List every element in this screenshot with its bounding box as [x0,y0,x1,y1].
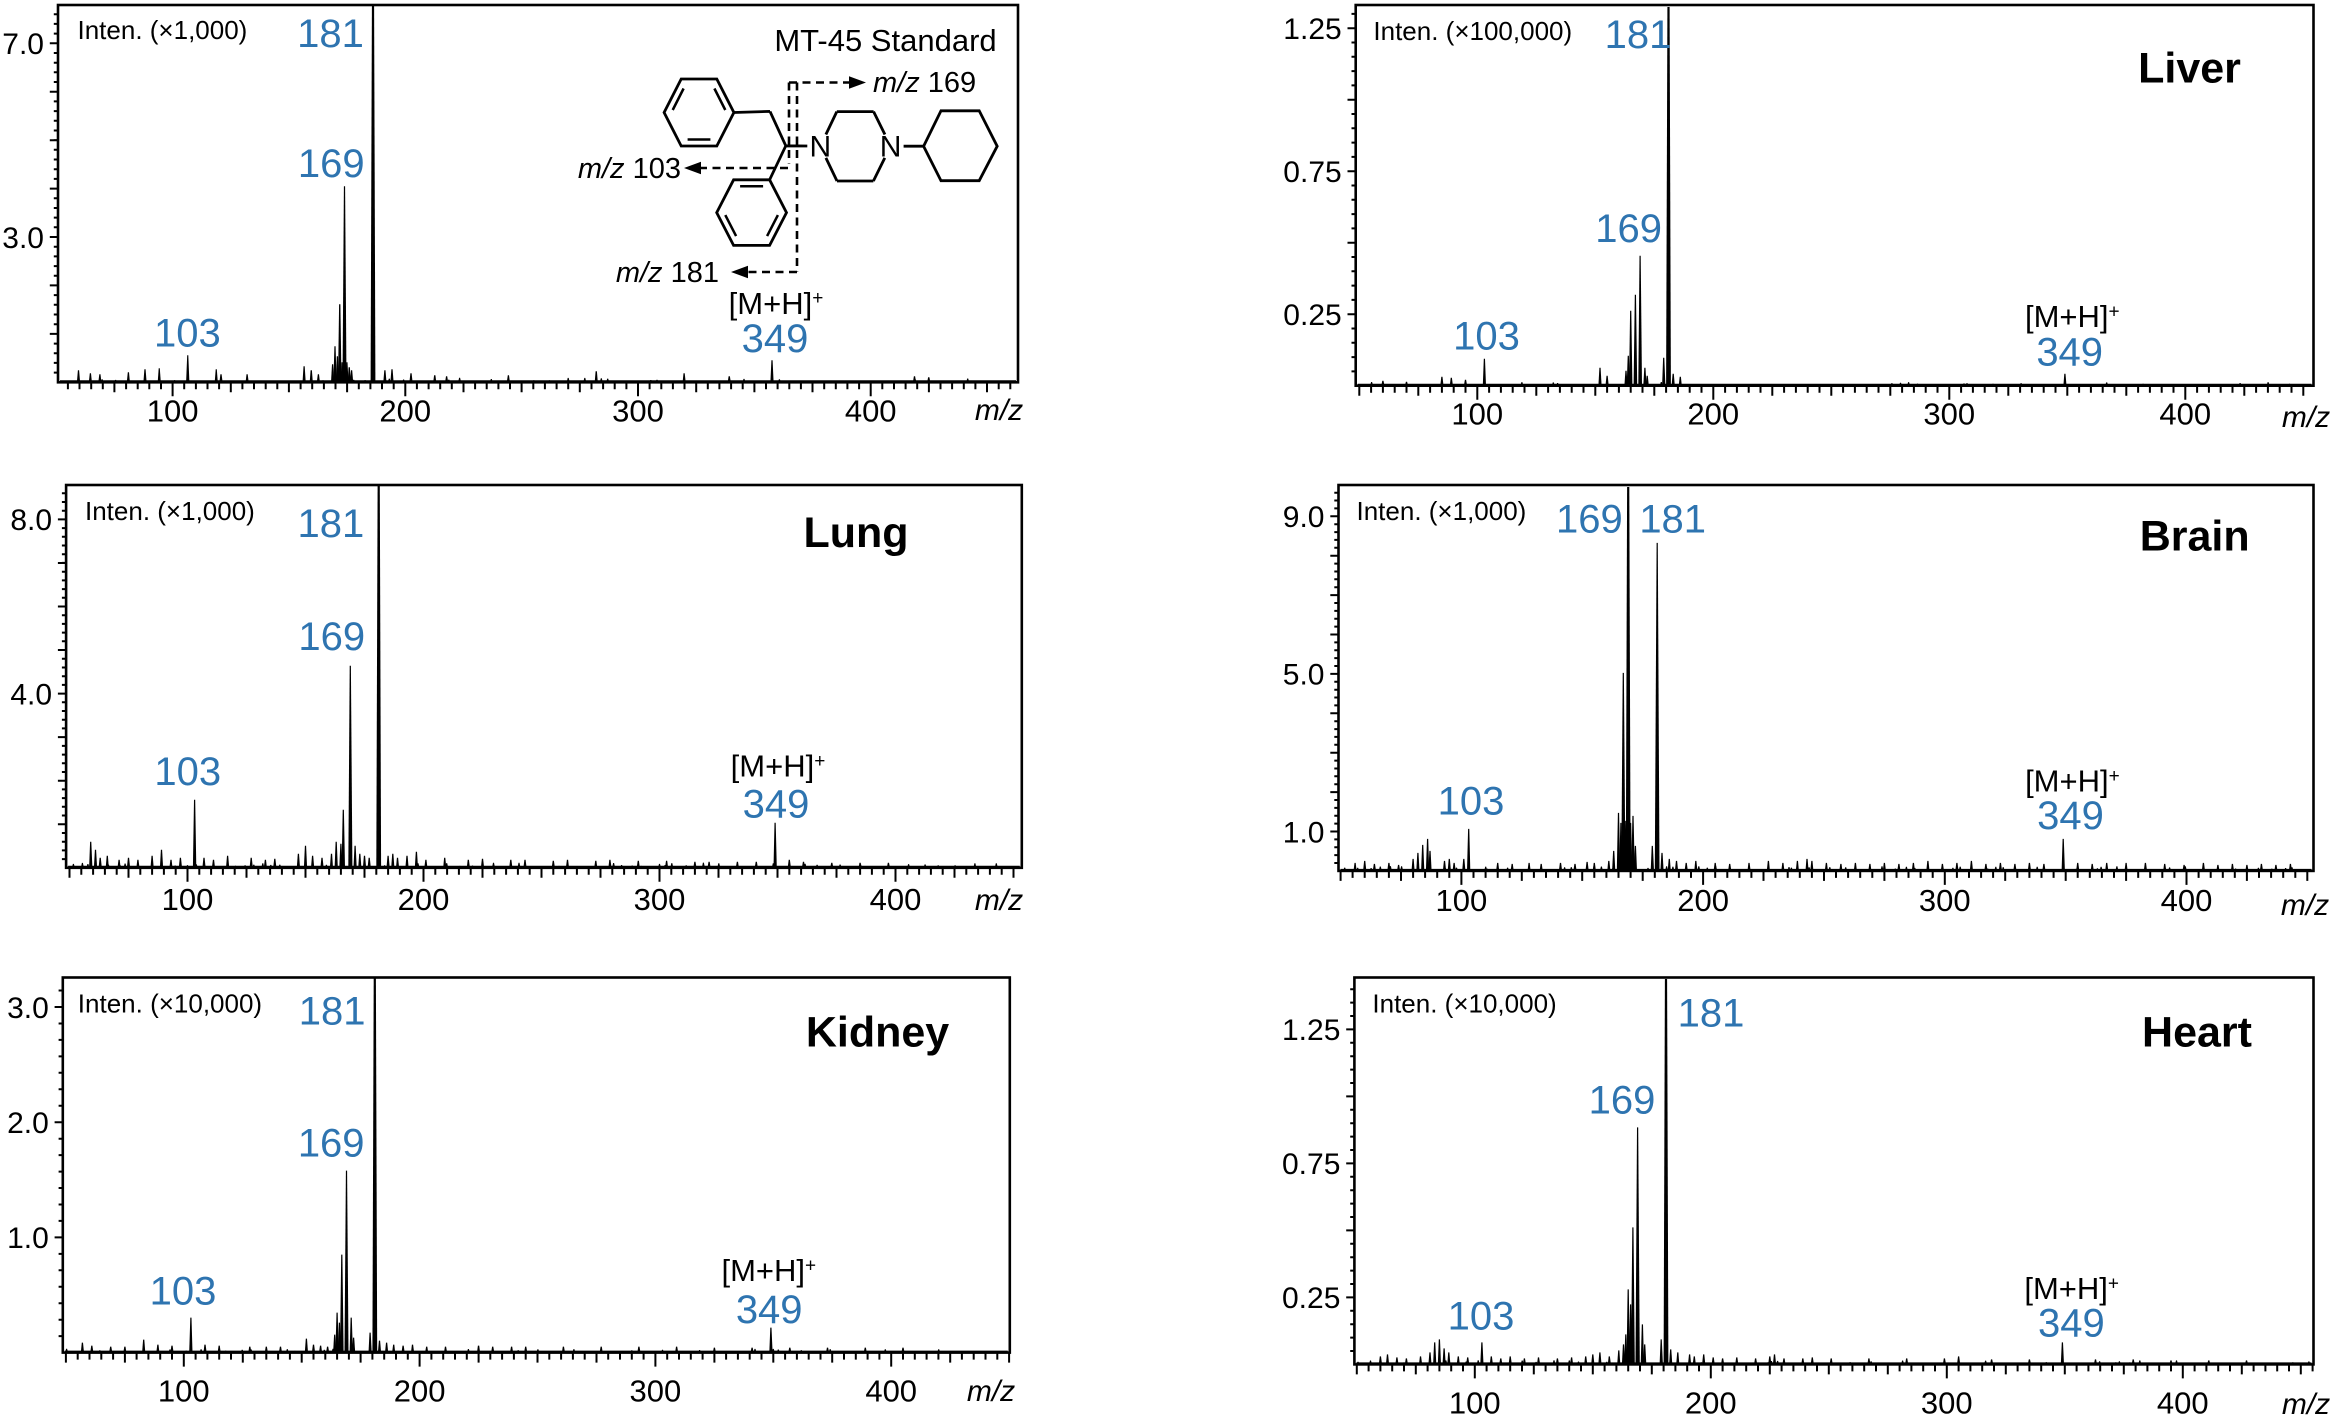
svg-text:349: 349 [2038,1302,2105,1346]
svg-text:m/z 169: m/z 169 [873,67,976,99]
svg-text:181: 181 [1605,13,1672,57]
svg-text:169: 169 [298,615,365,659]
svg-text:181: 181 [298,502,365,546]
svg-text:Liver: Liver [2138,45,2241,93]
svg-text:349: 349 [2037,794,2104,838]
svg-text:400: 400 [865,1373,917,1408]
svg-text:[M+H]+: [M+H]+ [729,286,824,321]
svg-text:100: 100 [158,1373,210,1408]
svg-text:N: N [809,131,831,164]
svg-text:3.0: 3.0 [2,222,44,255]
svg-text:7.0: 7.0 [2,28,44,61]
svg-text:1.0: 1.0 [7,1222,49,1255]
svg-text:103: 103 [1453,314,1520,358]
svg-text:0.25: 0.25 [1283,299,1341,332]
svg-text:181: 181 [1639,498,1706,542]
svg-text:Lung: Lung [803,509,908,557]
svg-text:349: 349 [736,1288,803,1332]
svg-text:103: 103 [154,312,221,356]
svg-text:300: 300 [1921,1386,1973,1415]
svg-text:400: 400 [845,394,897,429]
svg-text:Inten. (×100,000): Inten. (×100,000) [1373,16,1572,46]
svg-text:9.0: 9.0 [1283,501,1325,534]
svg-text:200: 200 [1687,396,1739,431]
svg-text:200: 200 [398,882,450,917]
svg-text:Inten. (×1,000): Inten. (×1,000) [1357,496,1527,526]
svg-text:MT-45 Standard: MT-45 Standard [774,23,996,58]
svg-text:169: 169 [1556,498,1623,542]
svg-text:m/z: m/z [2281,889,2329,922]
svg-text:[M+H]+: [M+H]+ [2025,764,2120,799]
svg-text:100: 100 [1449,1386,1501,1415]
svg-text:200: 200 [1685,1386,1737,1415]
svg-text:400: 400 [870,882,922,917]
svg-text:m/z: m/z [975,394,1023,427]
svg-text:0.25: 0.25 [1282,1282,1340,1315]
svg-text:300: 300 [634,882,686,917]
svg-text:8.0: 8.0 [10,504,52,537]
svg-text:[M+H]+: [M+H]+ [731,749,826,784]
svg-text:0.75: 0.75 [1282,1148,1340,1181]
svg-text:m/z 103: m/z 103 [578,153,681,185]
svg-text:Brain: Brain [2140,513,2250,561]
svg-text:Inten. (×1,000): Inten. (×1,000) [78,15,248,45]
svg-text:100: 100 [162,882,214,917]
svg-text:300: 300 [1919,883,1971,918]
svg-text:100: 100 [147,394,199,429]
svg-text:1.0: 1.0 [1283,816,1325,849]
svg-text:181: 181 [299,989,366,1033]
svg-text:169: 169 [1589,1078,1656,1122]
svg-text:169: 169 [298,1121,365,1165]
svg-text:181: 181 [297,12,364,56]
svg-text:0.75: 0.75 [1283,156,1341,189]
svg-text:3.0: 3.0 [7,992,49,1025]
svg-text:300: 300 [612,394,664,429]
svg-text:400: 400 [2159,396,2211,431]
svg-text:Inten. (×1,000): Inten. (×1,000) [85,496,255,526]
svg-text:181: 181 [1678,991,1745,1035]
svg-text:200: 200 [1677,883,1729,918]
svg-text:300: 300 [630,1373,682,1408]
svg-text:2.0: 2.0 [7,1107,49,1140]
svg-text:300: 300 [1923,396,1975,431]
svg-text:Inten. (×10,000): Inten. (×10,000) [78,989,262,1019]
svg-text:5.0: 5.0 [1283,659,1325,692]
svg-text:100: 100 [1436,883,1488,918]
svg-text:103: 103 [1438,779,1505,823]
svg-text:N: N [880,131,902,164]
svg-text:m/z: m/z [2282,401,2330,434]
svg-text:349: 349 [742,317,809,361]
svg-text:200: 200 [379,394,431,429]
svg-text:m/z: m/z [2282,1388,2330,1415]
svg-text:349: 349 [2036,330,2103,374]
svg-text:349: 349 [743,782,810,826]
svg-text:100: 100 [1451,396,1503,431]
svg-text:[M+H]+: [M+H]+ [2024,1271,2119,1306]
svg-text:Kidney: Kidney [806,1009,949,1057]
svg-text:103: 103 [150,1269,217,1313]
svg-text:m/z: m/z [967,1375,1015,1408]
svg-text:400: 400 [2157,1386,2209,1415]
svg-text:Heart: Heart [2142,1009,2252,1057]
svg-text:169: 169 [298,142,365,186]
svg-text:1.25: 1.25 [1282,1014,1340,1047]
svg-text:4.0: 4.0 [10,678,52,711]
svg-text:m/z: m/z [975,884,1023,917]
svg-text:m/z 181: m/z 181 [616,257,719,289]
svg-text:[M+H]+: [M+H]+ [2025,299,2120,334]
svg-text:400: 400 [2161,883,2213,918]
svg-text:103: 103 [1448,1294,1515,1338]
svg-text:[M+H]+: [M+H]+ [721,1253,816,1288]
svg-text:103: 103 [154,750,221,794]
svg-text:169: 169 [1595,207,1662,251]
svg-text:200: 200 [394,1373,446,1408]
svg-text:Inten. (×10,000): Inten. (×10,000) [1372,989,1556,1019]
svg-text:1.25: 1.25 [1283,13,1341,46]
